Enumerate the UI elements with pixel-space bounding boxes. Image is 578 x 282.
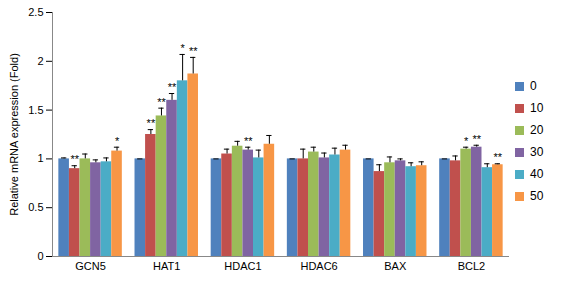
- svg-text:HDAC1: HDAC1: [224, 260, 261, 272]
- svg-text:BAX: BAX: [384, 260, 407, 272]
- svg-text:1: 1: [37, 152, 43, 164]
- svg-text:GCN5: GCN5: [75, 260, 106, 272]
- svg-text:0: 0: [37, 250, 43, 262]
- html-text:10: 10: [530, 101, 544, 115]
- svg-text:**: **: [157, 96, 166, 108]
- svg-text:2: 2: [37, 55, 43, 67]
- svg-text:**: **: [244, 135, 253, 147]
- html-text:30: 30: [530, 145, 544, 159]
- svg-text:*: *: [180, 42, 185, 54]
- svg-text:HAT1: HAT1: [153, 260, 180, 272]
- svg-text:1.5: 1.5: [28, 104, 43, 116]
- html-text:0: 0: [530, 79, 537, 93]
- svg-text:**: **: [168, 81, 177, 93]
- html-text:20: 20: [530, 123, 544, 137]
- svg-text:HDAC6: HDAC6: [300, 260, 337, 272]
- svg-text:**: **: [70, 153, 79, 165]
- svg-text:**: **: [189, 45, 198, 57]
- html-text:40: 40: [530, 167, 544, 181]
- svg-text:*: *: [464, 135, 469, 147]
- svg-text:Relative mRNA expression (Fold: Relative mRNA expression (Fold): [8, 53, 20, 216]
- svg-text:BCL2: BCL2: [458, 260, 486, 272]
- svg-text:**: **: [147, 117, 156, 129]
- svg-text:**: **: [472, 133, 481, 145]
- svg-text:2.5: 2.5: [28, 6, 43, 18]
- svg-text:*: *: [115, 135, 120, 147]
- svg-text:0.5: 0.5: [28, 201, 43, 213]
- svg-text:**: **: [494, 151, 503, 163]
- html-text:50: 50: [530, 189, 544, 203]
